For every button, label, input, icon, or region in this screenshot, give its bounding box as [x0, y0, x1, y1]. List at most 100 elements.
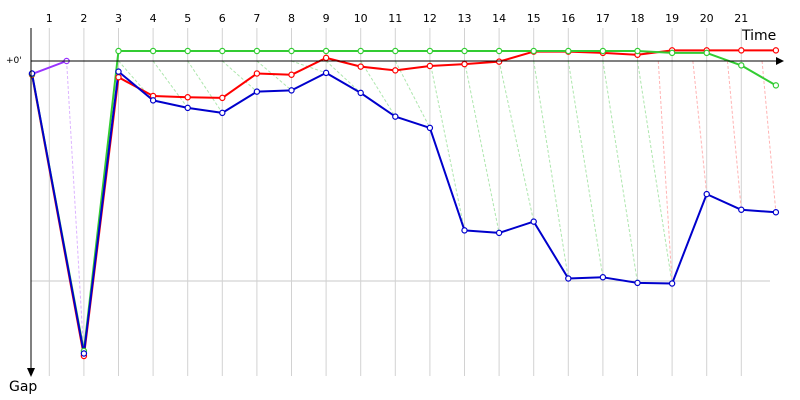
series-point: [461, 47, 468, 55]
y-axis-title: Gap: [9, 379, 37, 395]
gap-connector-red: [761, 60, 777, 213]
series-point: [392, 113, 399, 120]
gap-connector-purple: [66, 60, 85, 357]
series-point: [288, 71, 295, 78]
series-layer: [28, 47, 780, 360]
series-point: [495, 58, 503, 65]
lap-tick-label: 16: [561, 12, 575, 25]
series-point: [599, 47, 607, 55]
series-point: [149, 47, 157, 55]
x-axis-arrow: [776, 57, 784, 65]
series-point: [115, 47, 122, 55]
series-point: [288, 47, 295, 55]
gap-connector-green: [325, 60, 362, 94]
series-line: [31, 49, 776, 357]
series-point: [357, 89, 364, 97]
series-point: [357, 63, 364, 70]
lap-tick-label: 14: [492, 12, 506, 25]
lap-tick-label: 2: [80, 12, 87, 25]
lap-tick-label: 6: [219, 12, 226, 25]
lap-tick-label: 18: [631, 12, 645, 25]
series-line: [31, 50, 777, 352]
series-point: [461, 60, 468, 68]
lap-tick-label: 21: [734, 12, 748, 25]
series-point: [357, 47, 364, 55]
series-point: [115, 74, 122, 81]
gap-connector-green: [187, 60, 223, 114]
series-point: [426, 47, 434, 55]
series-point: [184, 104, 191, 112]
axes-layer: +0' Time Gap: [6, 28, 784, 395]
gap-connector-green: [567, 60, 604, 278]
series-point: [426, 62, 434, 70]
gap-connector-green: [256, 60, 292, 91]
gap-connector-green: [118, 60, 154, 101]
lap-tick-label: 19: [665, 12, 679, 25]
x-axis-title: Time: [741, 28, 776, 44]
series-point: [115, 68, 122, 75]
gap-connector-green: [360, 60, 396, 117]
series-point: [565, 275, 572, 282]
y-axis-arrow: [27, 368, 35, 377]
series-point: [495, 229, 503, 237]
gap-connector-green: [602, 60, 638, 283]
series-point: [219, 109, 226, 117]
series-point: [426, 124, 434, 132]
series-point: [322, 69, 330, 77]
series-point: [288, 87, 295, 94]
lap-tick-label: 13: [458, 12, 472, 25]
gap-connector-green: [637, 60, 673, 284]
gap-connector-green: [464, 60, 500, 233]
gap-connector-green: [291, 60, 327, 74]
series-point: [219, 47, 226, 55]
gap-connector-red: [657, 60, 673, 284]
series-point: [738, 62, 745, 69]
connector-layer: [66, 60, 777, 357]
lap-tick-label: 20: [700, 12, 714, 25]
series-point: [495, 47, 503, 55]
lap-tick-layer: 1 2 3 4 5 6 7 8 9 10 11 12 13 14 15 16 17 18 19 20 21: [46, 12, 748, 25]
zero-gap-label: +0': [6, 56, 22, 66]
series-point: [634, 279, 641, 287]
series-point: [219, 94, 226, 102]
lap-tick-label: 17: [596, 12, 610, 25]
lap-tick-label: 5: [184, 12, 191, 25]
gap-connector-green: [498, 60, 535, 222]
series-point: [772, 209, 780, 216]
series-point: [772, 82, 780, 89]
lap-tick-label: 4: [150, 12, 157, 25]
series-point: [668, 280, 676, 287]
series-point: [184, 94, 191, 101]
series-point: [392, 47, 399, 55]
series-point: [599, 274, 607, 281]
series-point: [184, 47, 191, 55]
series-point: [253, 47, 261, 55]
lap-tick-label: 7: [253, 12, 260, 25]
lap-tick-label: 8: [288, 12, 295, 25]
series-point: [253, 88, 261, 95]
series-point: [738, 206, 745, 213]
series-point: [322, 54, 330, 62]
lap-tick-label: 12: [423, 12, 437, 25]
series-point: [738, 47, 745, 54]
grid-layer: [31, 28, 770, 376]
series-point: [634, 47, 641, 55]
series-point: [668, 49, 676, 57]
lap-tick-label: 9: [323, 12, 330, 25]
lap-tick-label: 15: [527, 12, 541, 25]
series-point: [703, 190, 710, 198]
series-point: [530, 47, 537, 55]
gap-connector-red: [726, 60, 742, 210]
series-point: [565, 47, 572, 55]
series-point: [772, 47, 780, 54]
series-point: [322, 47, 330, 55]
lap-tick-label: 10: [354, 12, 368, 25]
series-line: [31, 60, 67, 76]
lap-tick-label: 1: [46, 12, 53, 25]
series-point: [28, 70, 36, 77]
gap-connector-green: [221, 60, 258, 92]
series-point: [530, 218, 537, 225]
series-point: [80, 350, 88, 357]
series-point: [149, 97, 157, 104]
